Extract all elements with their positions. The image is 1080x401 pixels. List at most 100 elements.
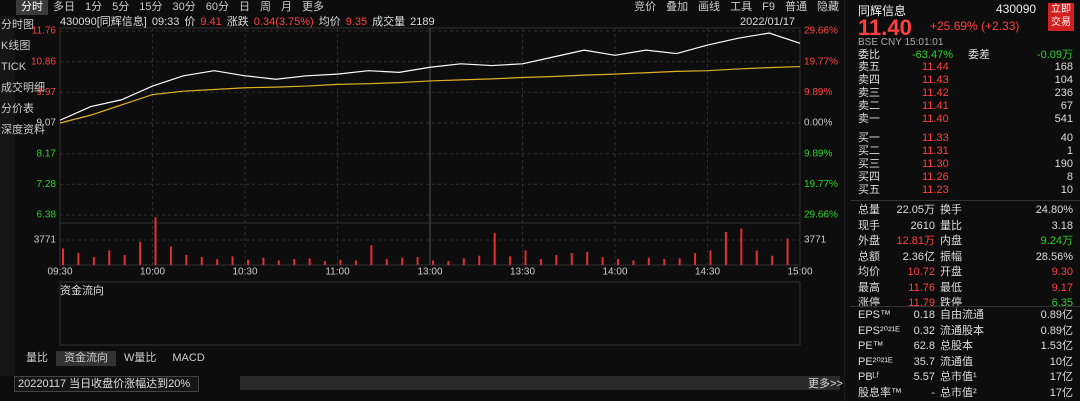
toolbar-button[interactable]: 画线 bbox=[698, 1, 721, 13]
trade-button[interactable]: 立即交易 bbox=[1048, 3, 1074, 31]
ratio-cell: 委差 bbox=[968, 49, 990, 61]
more-link[interactable]: 更多>> bbox=[808, 378, 843, 390]
order-price: 11.41 bbox=[922, 100, 949, 112]
stat-label: 换手 bbox=[940, 204, 962, 216]
volume-tick-label: 3771 bbox=[34, 235, 57, 246]
info-item: 均价 bbox=[318, 16, 341, 28]
stat-label: 振幅 bbox=[940, 250, 962, 263]
toolbar-tab[interactable]: 15分 bbox=[139, 1, 163, 13]
order-volume: 168 bbox=[1054, 61, 1073, 73]
toolbar-tab[interactable]: 周 bbox=[260, 1, 271, 13]
stat-label: 外盘 bbox=[858, 235, 880, 247]
info-item: 0.34(3.75%) bbox=[253, 16, 314, 28]
stat-value: 35.7 bbox=[913, 355, 935, 368]
stat-value: 0.89亿 bbox=[1040, 324, 1073, 337]
volume-bar bbox=[509, 256, 512, 265]
market-info: BSE CNY 15:01:01 bbox=[858, 37, 944, 48]
stat-row: PE²⁰²¹ᴱ 35.7 流通值 10亿 bbox=[858, 355, 1073, 370]
volume-bar bbox=[694, 253, 697, 265]
order-volume: 236 bbox=[1054, 87, 1073, 99]
toolbar-tab[interactable]: 30分 bbox=[172, 1, 196, 13]
y2-tick-label: 9.89% bbox=[804, 148, 832, 159]
stat-value: 10.72 bbox=[907, 266, 935, 278]
bottom-tab[interactable]: 资金流向 bbox=[56, 351, 116, 366]
order-row: 买四 11.26 8 bbox=[858, 170, 1073, 185]
stat-row: 外盘 12.81万 内盘 9.24万 bbox=[858, 234, 1073, 249]
stat-row: PBᴸᶠ 5.57 总市值¹ 17亿 bbox=[858, 370, 1073, 385]
stat-label: 开盘 bbox=[940, 266, 962, 278]
volume-bar bbox=[663, 259, 666, 265]
order-price: 11.30 bbox=[922, 158, 949, 170]
stat-label: PE™ bbox=[858, 340, 884, 352]
stat-label: 自由流通 bbox=[940, 309, 984, 321]
ratio-cell: 委比 bbox=[858, 49, 880, 61]
volume-bar bbox=[154, 217, 157, 265]
info-item: 9.41 bbox=[200, 16, 222, 28]
volume-bar bbox=[185, 255, 188, 265]
stat-row: 均价 10.72 开盘 9.30 bbox=[858, 265, 1073, 280]
x-tick-label: 15:00 bbox=[787, 267, 812, 278]
date: 2022/01/17 bbox=[740, 16, 796, 28]
stat-row: EPS™ 0.18 自由流通 0.89亿 bbox=[858, 308, 1073, 323]
filter-select[interactable]: 20220117 当日收盘价涨幅达到20% bbox=[14, 376, 199, 392]
sub-frame bbox=[59, 281, 801, 346]
bottom-tab[interactable]: 量比 bbox=[26, 352, 48, 364]
stat-label: PBᴸᶠ bbox=[858, 371, 880, 383]
y-tick-label: 11.76 bbox=[32, 26, 57, 37]
volume-bar bbox=[447, 261, 450, 265]
volume-bar bbox=[416, 257, 419, 265]
stat-row: 现手 2610 量比 3.18 bbox=[858, 219, 1073, 234]
stat-row: EPS²⁰²¹ᴱ 0.32 流通股本 0.89亿 bbox=[858, 324, 1073, 339]
y2-tick-label: 9.89% bbox=[804, 87, 832, 98]
stat-value: 3.18 bbox=[1051, 219, 1073, 232]
stat-row: 总量 22.05万 换手 24.80% bbox=[858, 203, 1073, 218]
info-item: 成交量 bbox=[372, 16, 406, 28]
toolbar-tab[interactable]: 分时 bbox=[16, 0, 48, 15]
volume-bar bbox=[200, 257, 203, 265]
volume-bar bbox=[462, 258, 465, 265]
last-price: 11.40 bbox=[858, 15, 912, 40]
stat-label: 总市值² bbox=[940, 386, 977, 399]
stat-row: PE™ 62.8 总股本 1.53亿 bbox=[858, 339, 1073, 354]
toolbar-button[interactable]: 竞价 bbox=[634, 1, 657, 13]
volume-bar bbox=[247, 259, 249, 265]
order-label: 卖二 bbox=[858, 100, 880, 112]
toolbar-button[interactable]: 工具 bbox=[730, 1, 753, 13]
volume-bar bbox=[755, 250, 758, 265]
chart: 11.76 10.86 9.97 9.07 8.17 7.28 6.38 29.66% 19.7… bbox=[31, 0, 845, 401]
toolbar-tab[interactable]: 5分 bbox=[112, 1, 130, 13]
bottom-tab[interactable]: MACD bbox=[172, 352, 205, 364]
stat-value: 12.81万 bbox=[896, 235, 935, 247]
toolbar-tab[interactable]: 60分 bbox=[205, 1, 229, 13]
x-tick-label: 13:30 bbox=[510, 267, 535, 278]
order-price: 11.26 bbox=[922, 171, 949, 183]
x-tick-label: 09:30 bbox=[47, 267, 72, 278]
volume-bar bbox=[493, 233, 496, 265]
stat-row: 总额 2.36亿 振幅 28.56% bbox=[858, 250, 1073, 265]
x-tick-label: 14:30 bbox=[695, 267, 720, 278]
toolbar-tab[interactable]: 1分 bbox=[85, 1, 103, 13]
order-price: 11.23 bbox=[922, 184, 949, 196]
stat-label: 股息率™ bbox=[858, 386, 902, 399]
toolbar-button[interactable]: F9 bbox=[762, 1, 775, 13]
order-label: 买二 bbox=[858, 145, 880, 157]
toolbar-tab[interactable]: 月 bbox=[281, 1, 292, 13]
toolbar-button[interactable]: 隐藏 bbox=[817, 1, 839, 13]
y-tick-label: 9.07 bbox=[37, 118, 57, 129]
toolbar-button[interactable]: 普通 bbox=[785, 1, 807, 13]
bottom-tab[interactable]: W量比 bbox=[124, 352, 157, 364]
volume-bar bbox=[354, 260, 357, 265]
volume-bar bbox=[92, 257, 95, 265]
toolbar-tab[interactable]: 日 bbox=[239, 1, 250, 13]
info-item: 2189 bbox=[410, 16, 435, 28]
toolbar-tab[interactable]: 多日 bbox=[53, 1, 75, 13]
order-row: 卖一 11.40 541 bbox=[858, 112, 1073, 127]
order-row: 卖三 11.42 236 bbox=[858, 86, 1073, 101]
toolbar-tab[interactable]: 更多 bbox=[302, 1, 324, 13]
stat-value: 22.05万 bbox=[896, 204, 935, 216]
toolbar-button[interactable]: 叠加 bbox=[666, 1, 689, 13]
order-volume: 40 bbox=[1060, 132, 1073, 144]
stat-row: 最高 11.76 最低 9.17 bbox=[858, 281, 1073, 296]
order-row: 卖四 11.43 104 bbox=[858, 73, 1073, 88]
order-row: 买三 11.30 190 bbox=[858, 157, 1073, 172]
